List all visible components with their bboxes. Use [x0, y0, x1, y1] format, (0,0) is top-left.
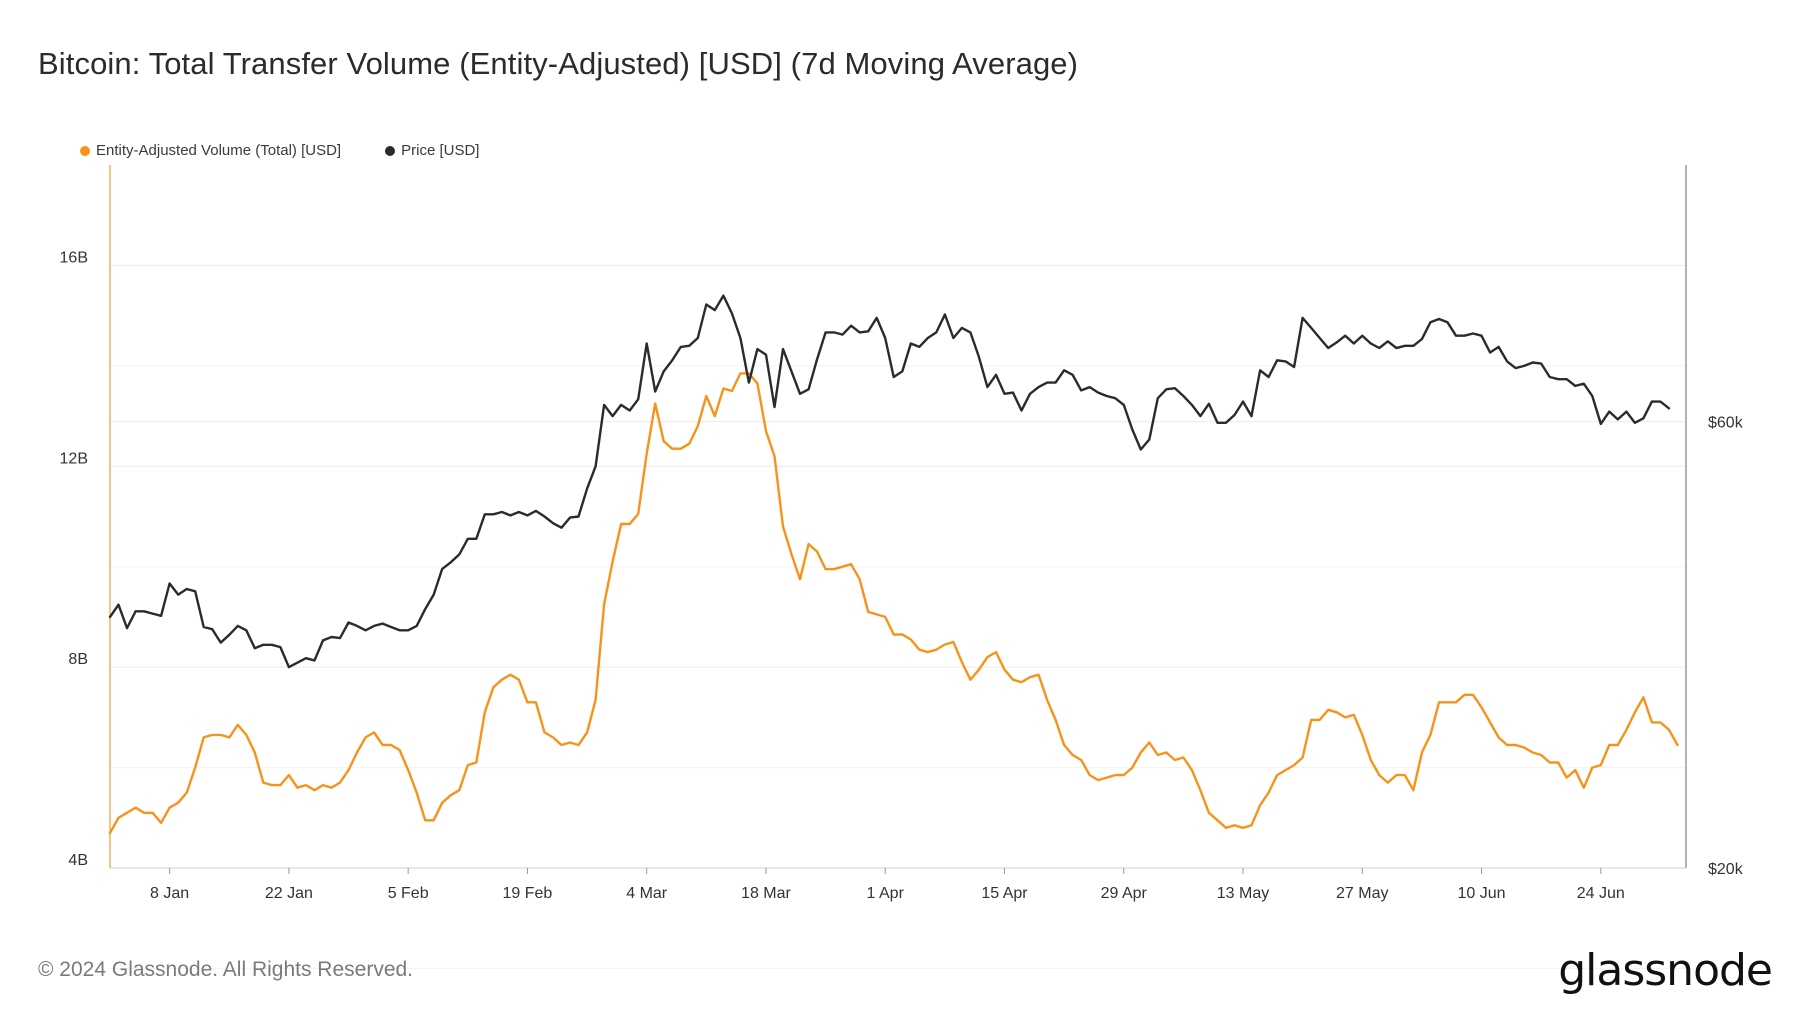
- x-tick-label: 8 Jan: [150, 885, 189, 902]
- x-tick-label: 27 May: [1336, 885, 1388, 902]
- series-line-volume: [108, 372, 1679, 835]
- x-tick-label: 13 May: [1217, 885, 1269, 902]
- legend: Entity-Adjusted Volume (Total) [USD] Pri…: [80, 142, 479, 159]
- y-left-tick-label: 12B: [60, 450, 88, 467]
- y-right-tick-label: $60k: [1708, 415, 1744, 432]
- x-tick-label: 4 Mar: [626, 885, 668, 902]
- y-left-tick-label: 8B: [68, 651, 88, 668]
- x-tick-label: 5 Feb: [388, 885, 429, 902]
- y-left-tick-label: 4B: [68, 852, 88, 869]
- legend-item-price[interactable]: Price [USD]: [385, 142, 479, 159]
- x-tick-label: 24 Jun: [1577, 885, 1625, 902]
- x-tick-label: 22 Jan: [265, 885, 313, 902]
- legend-dot-volume: [80, 145, 90, 156]
- legend-dot-price: [385, 145, 396, 156]
- legend-item-volume[interactable]: Entity-Adjusted Volume (Total) [USD]: [80, 142, 341, 159]
- legend-label-volume: Entity-Adjusted Volume (Total) [USD]: [96, 142, 342, 159]
- copyright-text: © 2024 Glassnode. All Rights Reserved.: [38, 958, 414, 981]
- x-tick-label: 29 Apr: [1101, 885, 1148, 902]
- x-tick-label: 10 Jun: [1458, 885, 1506, 902]
- chart-title: Bitcoin: Total Transfer Volume (Entity-A…: [38, 46, 1079, 81]
- x-tick-label: 19 Feb: [503, 885, 553, 902]
- x-tick-label: 18 Mar: [741, 885, 791, 902]
- y-left-tick-label: 16B: [60, 249, 88, 266]
- legend-label-price: Price [USD]: [401, 142, 480, 159]
- y-right-tick-label: $20k: [1708, 861, 1744, 878]
- series-line-price: [108, 294, 1671, 669]
- x-tick-label: 15 Apr: [981, 885, 1028, 902]
- glassnode-logo: glassnode: [1558, 945, 1773, 996]
- x-tick-label: 1 Apr: [867, 885, 905, 902]
